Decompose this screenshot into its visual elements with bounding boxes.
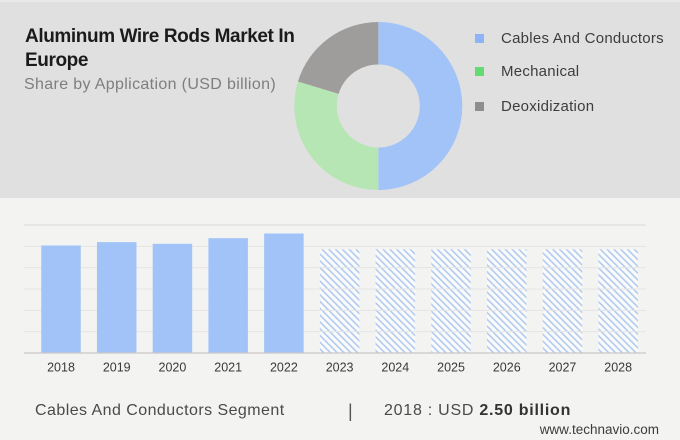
svg-text:2025: 2025	[437, 361, 465, 375]
svg-text:2021: 2021	[214, 361, 242, 375]
svg-text:2023: 2023	[326, 361, 354, 375]
svg-text:2026: 2026	[493, 361, 521, 375]
svg-text:2024: 2024	[381, 361, 409, 375]
svg-text:2019: 2019	[103, 361, 131, 375]
svg-text:2022: 2022	[270, 361, 298, 375]
svg-text:2018: 2018	[47, 361, 75, 375]
svg-text:2027: 2027	[549, 361, 577, 375]
svg-text:2020: 2020	[159, 361, 187, 375]
svg-text:2028: 2028	[604, 361, 632, 375]
